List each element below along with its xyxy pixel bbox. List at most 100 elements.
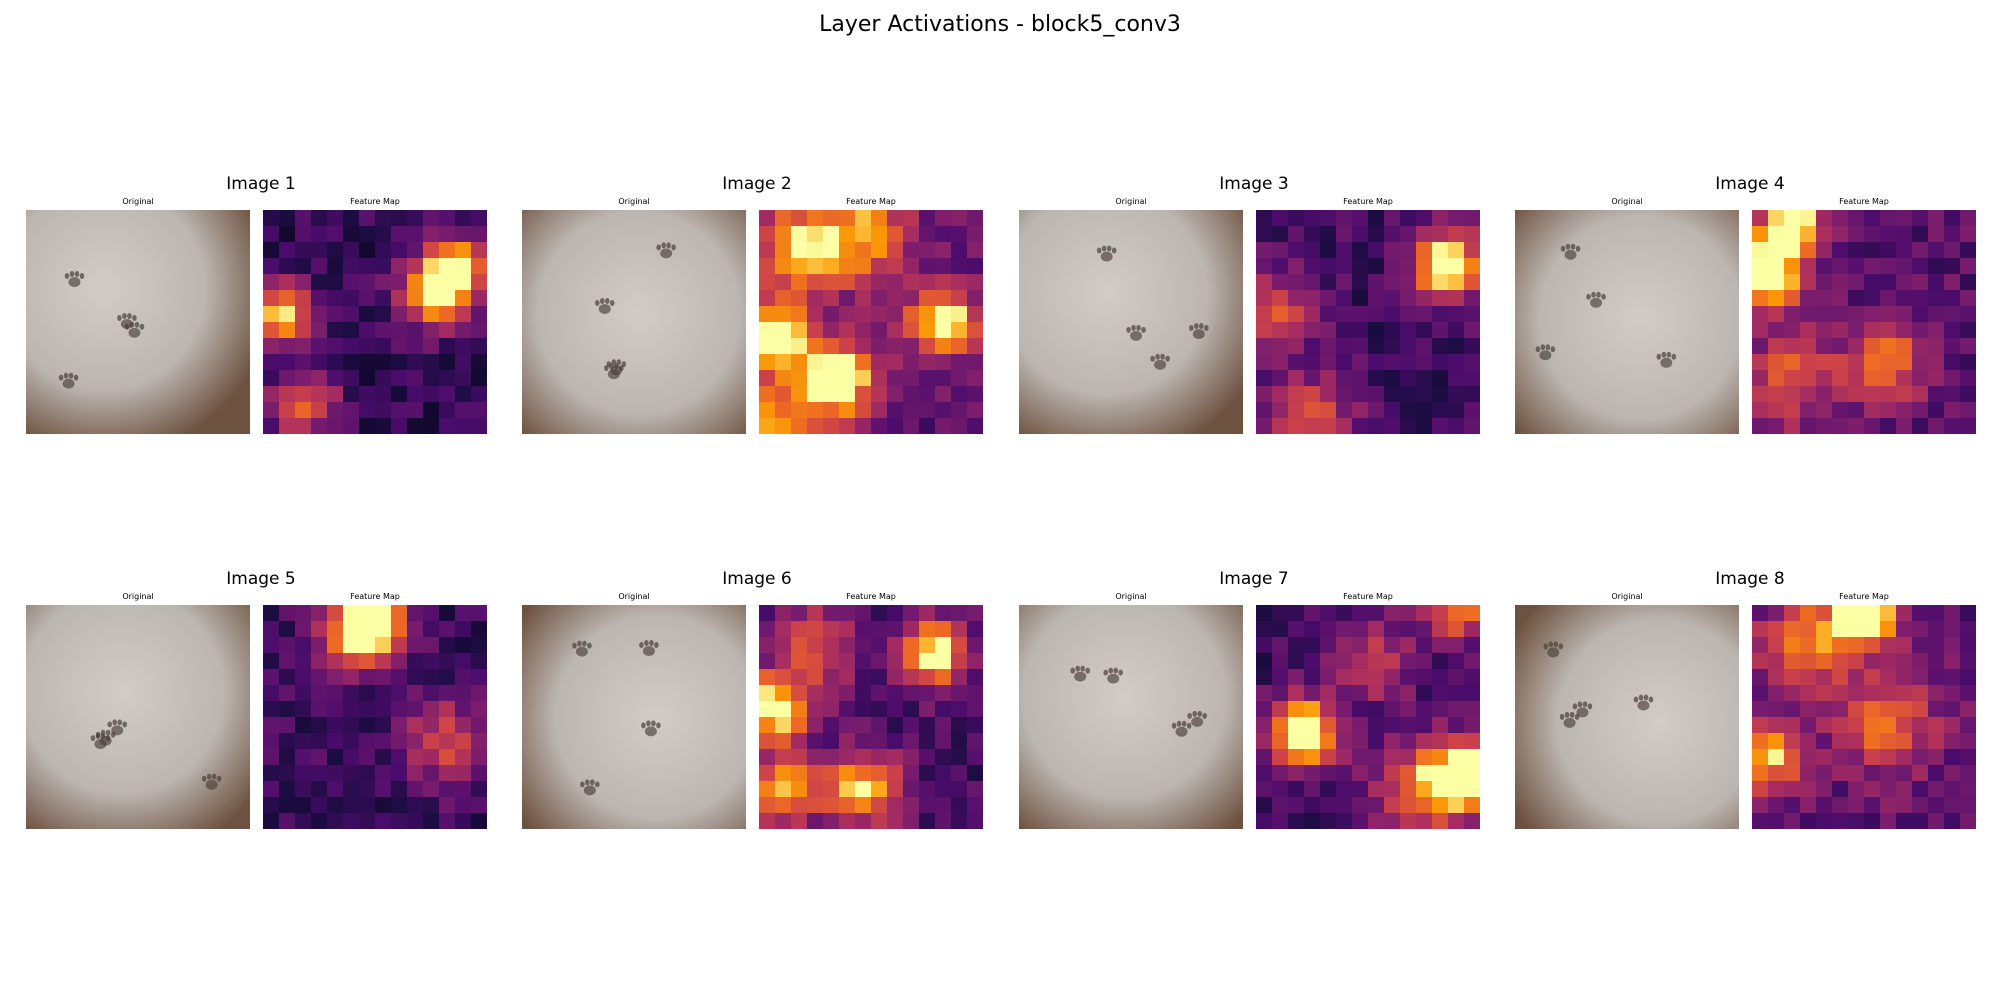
- heatmap-cell: [1304, 717, 1320, 733]
- heatmap-cell: [455, 274, 471, 290]
- heatmap-cell: [791, 370, 807, 386]
- heatmap-cell: [391, 765, 407, 781]
- heatmap-cell: [935, 685, 951, 701]
- heatmap-cell: [1928, 621, 1944, 637]
- heatmap-cell: [1288, 274, 1304, 290]
- heatmap-cell: [359, 797, 375, 813]
- heatmap-cell: [1384, 386, 1400, 402]
- heatmap-cell: [1944, 733, 1960, 749]
- heatmap-cell: [1464, 210, 1480, 226]
- heatmap-cell: [263, 765, 279, 781]
- heatmap-cell: [1832, 402, 1848, 418]
- heatmap-cell: [439, 669, 455, 685]
- heatmap-cell: [343, 749, 359, 765]
- heatmap-cell: [919, 781, 935, 797]
- heatmap-cell: [327, 306, 343, 322]
- heatmap-cell: [1384, 290, 1400, 306]
- heatmap-cell: [1864, 418, 1880, 434]
- heatmap-cell: [839, 418, 855, 434]
- heatmap-cell: [1960, 605, 1976, 621]
- heatmap-cell: [1448, 210, 1464, 226]
- heatmap-cell: [871, 621, 887, 637]
- heatmap-cell: [1912, 354, 1928, 370]
- heatmap-cell: [263, 306, 279, 322]
- heatmap-cell: [1400, 258, 1416, 274]
- heatmap-cell: [839, 210, 855, 226]
- heatmap-cell: [439, 685, 455, 701]
- heatmap-cell: [871, 354, 887, 370]
- heatmap-cell: [343, 402, 359, 418]
- heatmap-cell: [1384, 274, 1400, 290]
- heatmap-cell: [1368, 733, 1384, 749]
- heatmap-cell: [1880, 749, 1896, 765]
- heatmap-cell: [935, 781, 951, 797]
- heatmap-cell: [951, 669, 967, 685]
- heatmap-cell: [1352, 685, 1368, 701]
- heatmap-cell: [1832, 685, 1848, 701]
- heatmap-cell: [359, 258, 375, 274]
- heatmap-cell: [407, 258, 423, 274]
- original-label: Original: [618, 592, 650, 601]
- heatmap-cell: [1368, 386, 1384, 402]
- heatmap-cell: [1416, 621, 1432, 637]
- heatmap-cell: [1400, 701, 1416, 717]
- heatmap-cell: [295, 354, 311, 370]
- heatmap-cell: [343, 621, 359, 637]
- heatmap-cell: [407, 418, 423, 434]
- heatmap-cell: [1880, 653, 1896, 669]
- heatmap-cell: [951, 781, 967, 797]
- heatmap-cell: [1800, 322, 1816, 338]
- heatmap-cell: [1304, 733, 1320, 749]
- heatmap-cell: [439, 653, 455, 669]
- heatmap-cell: [919, 274, 935, 290]
- heatmap-cell: [439, 813, 455, 829]
- heatmap-cell: [839, 685, 855, 701]
- heatmap-cell: [919, 813, 935, 829]
- heatmap-cell: [1272, 749, 1288, 765]
- heatmap-cell: [263, 781, 279, 797]
- heatmap-cell: [1864, 402, 1880, 418]
- heatmap-cell: [791, 701, 807, 717]
- heatmap-cell: [1832, 749, 1848, 765]
- heatmap-cell: [1384, 765, 1400, 781]
- heatmap-cell: [1384, 669, 1400, 685]
- heatmap-cell: [1384, 717, 1400, 733]
- heatmap-cell: [1432, 797, 1448, 813]
- heatmap-cell: [791, 418, 807, 434]
- heatmap-cell: [1896, 242, 1912, 258]
- heatmap-cell: [439, 370, 455, 386]
- heatmap-cell: [1304, 258, 1320, 274]
- heatmap-cell: [295, 653, 311, 669]
- heatmap-cell: [311, 242, 327, 258]
- heatmap-cell: [1352, 621, 1368, 637]
- heatmap-cell: [1928, 418, 1944, 434]
- heatmap-cell: [1432, 749, 1448, 765]
- heatmap-cell: [311, 701, 327, 717]
- heatmap-cell: [855, 669, 871, 685]
- heatmap-cell: [1816, 306, 1832, 322]
- heatmap-cell: [327, 210, 343, 226]
- heatmap-cell: [407, 322, 423, 338]
- heatmap-cell: [1464, 242, 1480, 258]
- heatmap-cell: [1848, 306, 1864, 322]
- heatmap-cell: [1288, 226, 1304, 242]
- heatmap-cell: [1800, 274, 1816, 290]
- heatmap-cell: [423, 621, 439, 637]
- heatmap-cell: [935, 306, 951, 322]
- heatmap-cell: [439, 338, 455, 354]
- heatmap-cell: [759, 749, 775, 765]
- heatmap-cell: [455, 717, 471, 733]
- heatmap-cell: [839, 813, 855, 829]
- heatmap-cell: [295, 386, 311, 402]
- heatmap-cell: [791, 669, 807, 685]
- heatmap-cell: [375, 813, 391, 829]
- heatmap-cell: [1864, 242, 1880, 258]
- heatmap-cell: [951, 717, 967, 733]
- heatmap-cell: [1416, 653, 1432, 669]
- heatmap-cell: [1832, 386, 1848, 402]
- heatmap-cell: [1320, 258, 1336, 274]
- heatmap-cell: [375, 621, 391, 637]
- heatmap-cell: [1784, 210, 1800, 226]
- heatmap-cell: [775, 354, 791, 370]
- heatmap-cell: [263, 717, 279, 733]
